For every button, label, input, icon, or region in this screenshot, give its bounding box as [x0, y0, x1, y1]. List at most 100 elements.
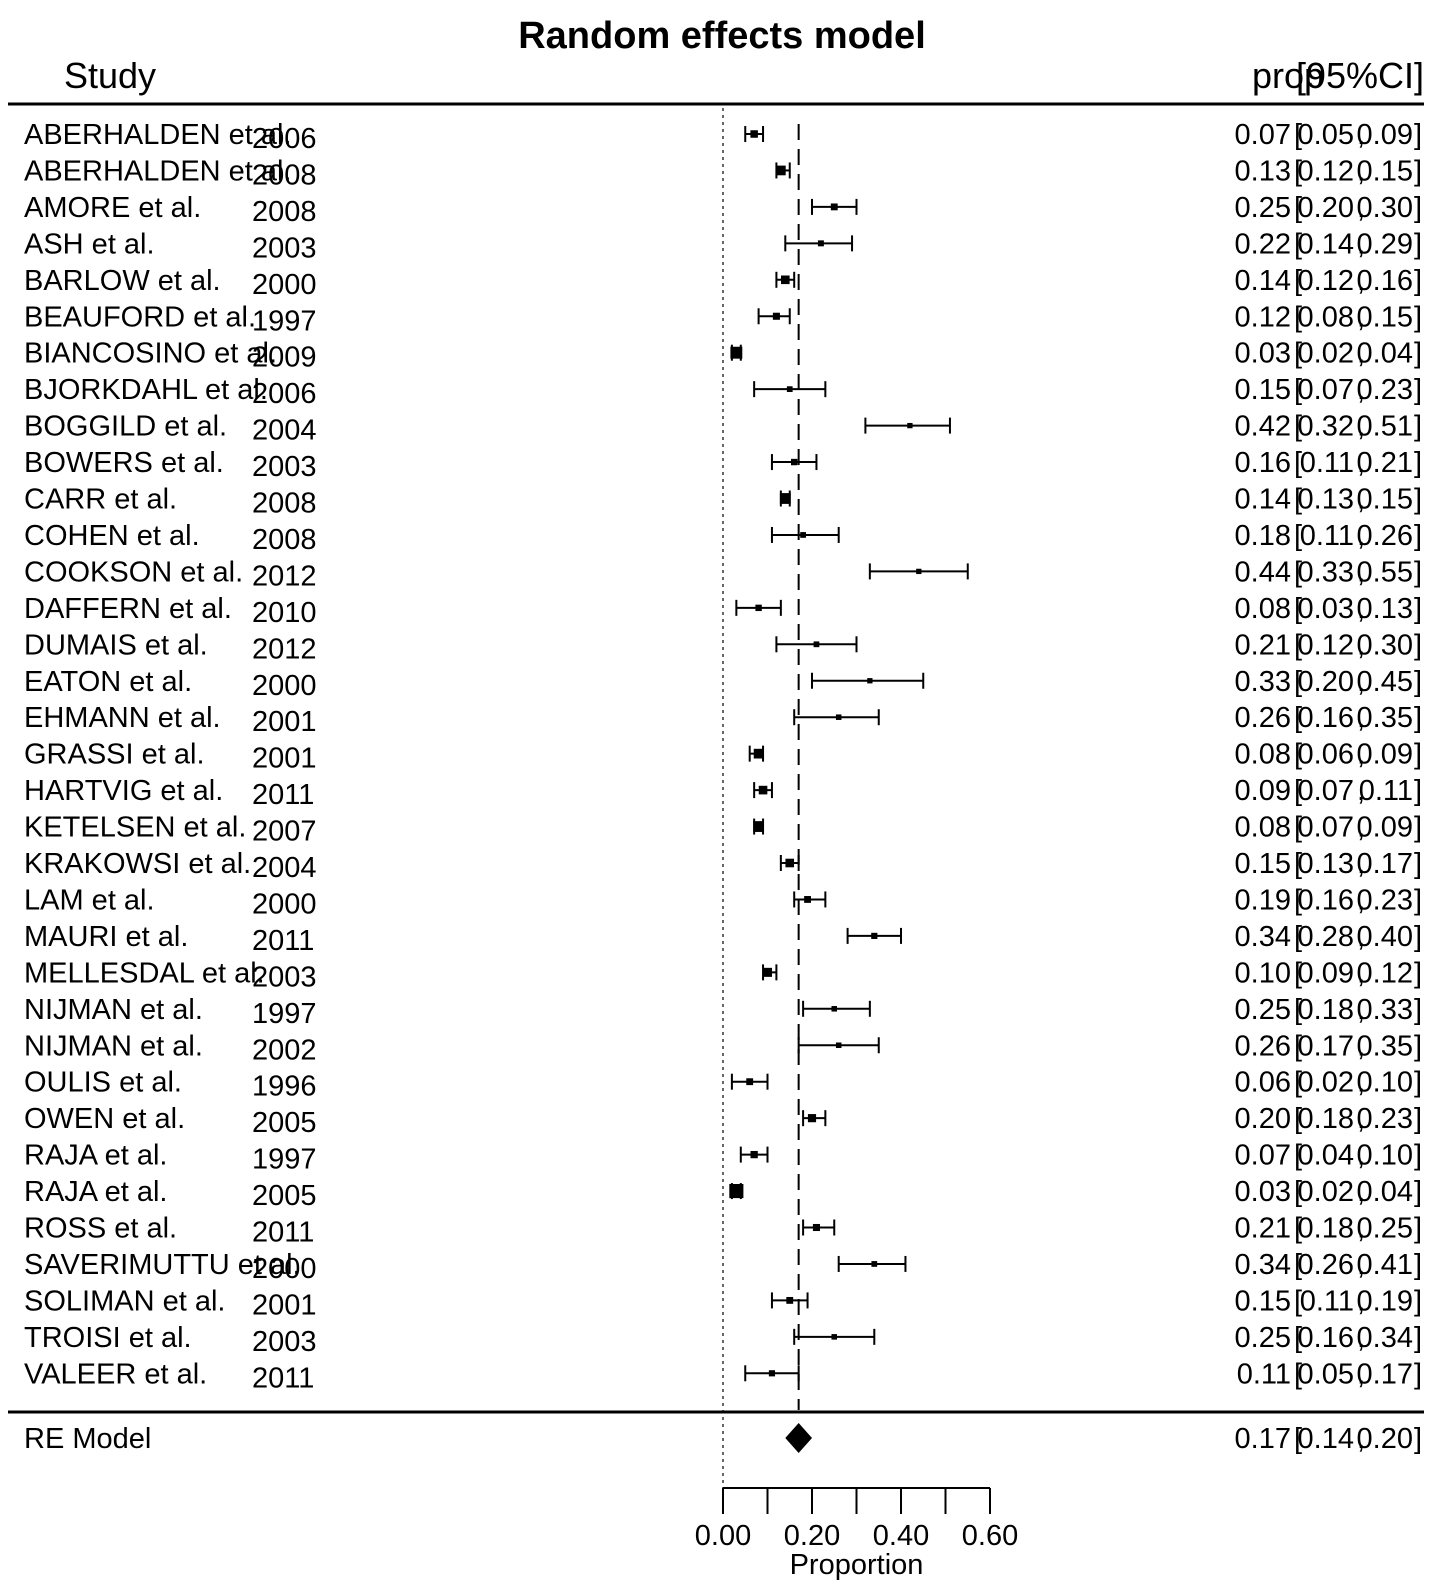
ci-close-bracket: ] — [1414, 1423, 1422, 1455]
ci-open-bracket: [ — [1294, 520, 1302, 552]
prop-value: 0.11 — [1237, 1358, 1291, 1390]
ci-open-bracket: [ — [1294, 812, 1302, 844]
study-name: SAVERIMUTTU et al. — [24, 1249, 301, 1281]
ci-open-bracket: [ — [1294, 1285, 1302, 1317]
study-name: ROSS et al. — [24, 1213, 177, 1245]
study-year: 1997 — [252, 998, 317, 1030]
ci-high-value: 0.26 — [1357, 520, 1413, 552]
ci-close-bracket: ] — [1414, 1285, 1422, 1317]
ci-close-bracket: ] — [1414, 994, 1422, 1026]
study-year: 1996 — [252, 1071, 317, 1103]
ci-separator: , — [1357, 119, 1365, 151]
ci-close-bracket: ] — [1414, 447, 1422, 479]
point-estimate — [813, 641, 820, 648]
study-name: AMORE et al. — [24, 192, 201, 224]
study-name: LAM et al. — [24, 884, 155, 916]
prop-value: 0.08 — [1235, 812, 1291, 844]
ci-close-bracket: ] — [1414, 1322, 1422, 1354]
summary-ci-high-value: 0.20 — [1357, 1423, 1413, 1455]
prop-value: 0.07 — [1235, 119, 1291, 151]
ci-close-bracket: ] — [1414, 1103, 1422, 1135]
point-estimate — [785, 858, 795, 868]
ci-low-value: 0.02 — [1298, 1176, 1354, 1208]
ci-close-bracket: ] — [1414, 666, 1422, 698]
ci-high-value: 0.23 — [1357, 374, 1413, 406]
prop-value: 0.12 — [1235, 301, 1291, 333]
ci-close-bracket: ] — [1414, 593, 1422, 625]
ci-high-value: 0.25 — [1357, 1213, 1413, 1245]
study-year: 2009 — [252, 342, 317, 374]
prop-value: 0.19 — [1235, 884, 1291, 916]
prop-value: 0.03 — [1235, 1176, 1291, 1208]
ci-open-bracket: [ — [1294, 1358, 1302, 1390]
ci-separator: , — [1357, 702, 1365, 734]
point-estimate — [907, 422, 913, 429]
study-row: EHMANN et al. 2001 0.26 [0.16,0.35] — [24, 702, 1422, 738]
prop-value: 0.25 — [1235, 192, 1291, 224]
ci-low-value: 0.04 — [1298, 1140, 1354, 1172]
prop-value: 0.44 — [1235, 556, 1291, 588]
ci-close-bracket: ] — [1414, 629, 1422, 661]
ci-open-bracket: [ — [1294, 1322, 1302, 1354]
study-name: NIJMAN et al. — [24, 994, 203, 1026]
ci-high-value: 0.41 — [1357, 1249, 1413, 1281]
ci-separator: , — [1357, 739, 1365, 771]
ci-separator: , — [1357, 775, 1365, 807]
prop-value: 0.15 — [1235, 1285, 1291, 1317]
point-estimate — [729, 1184, 744, 1199]
study-name: HARTVIG et al. — [24, 775, 223, 807]
ci-open-bracket: [ — [1294, 884, 1302, 916]
ci-open-bracket: [ — [1294, 593, 1302, 625]
ci-close-bracket: ] — [1414, 119, 1422, 151]
study-row: SAVERIMUTTU et al.2000 0.34 [0.26,0.41] — [24, 1249, 1422, 1285]
point-estimate — [916, 568, 922, 575]
prop-value: 0.20 — [1235, 1103, 1291, 1135]
study-name: NIJMAN et al. — [24, 1030, 203, 1062]
study-year: 2006 — [252, 123, 317, 155]
ci-open-bracket: [ — [1294, 702, 1302, 734]
ci-open-bracket: [ — [1294, 921, 1302, 953]
ci-close-bracket: ] — [1414, 520, 1422, 552]
ci-high-value: 0.15 — [1357, 301, 1413, 333]
ci-low-value: 0.12 — [1298, 155, 1354, 187]
ci-separator: , — [1357, 301, 1365, 333]
point-estimate — [753, 821, 764, 832]
ci-close-bracket: ] — [1414, 812, 1422, 844]
point-estimate — [730, 346, 743, 359]
prop-value: 0.42 — [1235, 411, 1291, 443]
point-estimate — [804, 896, 811, 903]
ci-low-value: 0.11 — [1300, 520, 1354, 552]
ci-open-bracket: [ — [1294, 1213, 1302, 1245]
ci-low-value: 0.11 — [1300, 447, 1354, 479]
summary-row: RE Model 0.17 [0.14,0.20] — [24, 1423, 1422, 1455]
ci-separator: , — [1357, 411, 1365, 443]
ci-low-value: 0.20 — [1298, 192, 1354, 224]
ci-low-value: 0.02 — [1298, 1067, 1354, 1099]
ci-close-bracket: ] — [1414, 1140, 1422, 1172]
ci-high-value: 0.12 — [1357, 957, 1413, 989]
point-estimate — [867, 678, 873, 684]
point-estimate — [758, 785, 768, 795]
ci-low-value: 0.05 — [1298, 119, 1354, 151]
study-row: GRASSI et al. 2001 0.08 [0.06,0.09] — [24, 739, 1422, 775]
study-row: BOWERS et al. 2003 0.16 [0.11,0.21] — [24, 447, 1422, 483]
point-estimate — [768, 1370, 776, 1377]
point-estimate — [871, 1261, 878, 1267]
ci-open-bracket: [ — [1294, 301, 1302, 333]
ci-separator: , — [1357, 1249, 1365, 1281]
ci-high-value: 0.04 — [1357, 1176, 1413, 1208]
prop-value: 0.21 — [1235, 629, 1291, 661]
prop-value: 0.14 — [1235, 484, 1291, 516]
ci-low-value: 0.08 — [1298, 301, 1354, 333]
point-estimate — [831, 1006, 838, 1012]
ci-high-value: 0.30 — [1357, 192, 1413, 224]
ci-low-value: 0.26 — [1298, 1249, 1354, 1281]
ci-separator: , — [1357, 1322, 1365, 1354]
point-estimate — [800, 532, 806, 538]
prop-value: 0.06 — [1235, 1067, 1291, 1099]
ci-close-bracket: ] — [1414, 1249, 1422, 1281]
ci-separator: , — [1357, 957, 1365, 989]
study-year: 2000 — [252, 670, 317, 702]
point-estimate — [831, 1334, 838, 1340]
point-estimate — [835, 1042, 842, 1049]
